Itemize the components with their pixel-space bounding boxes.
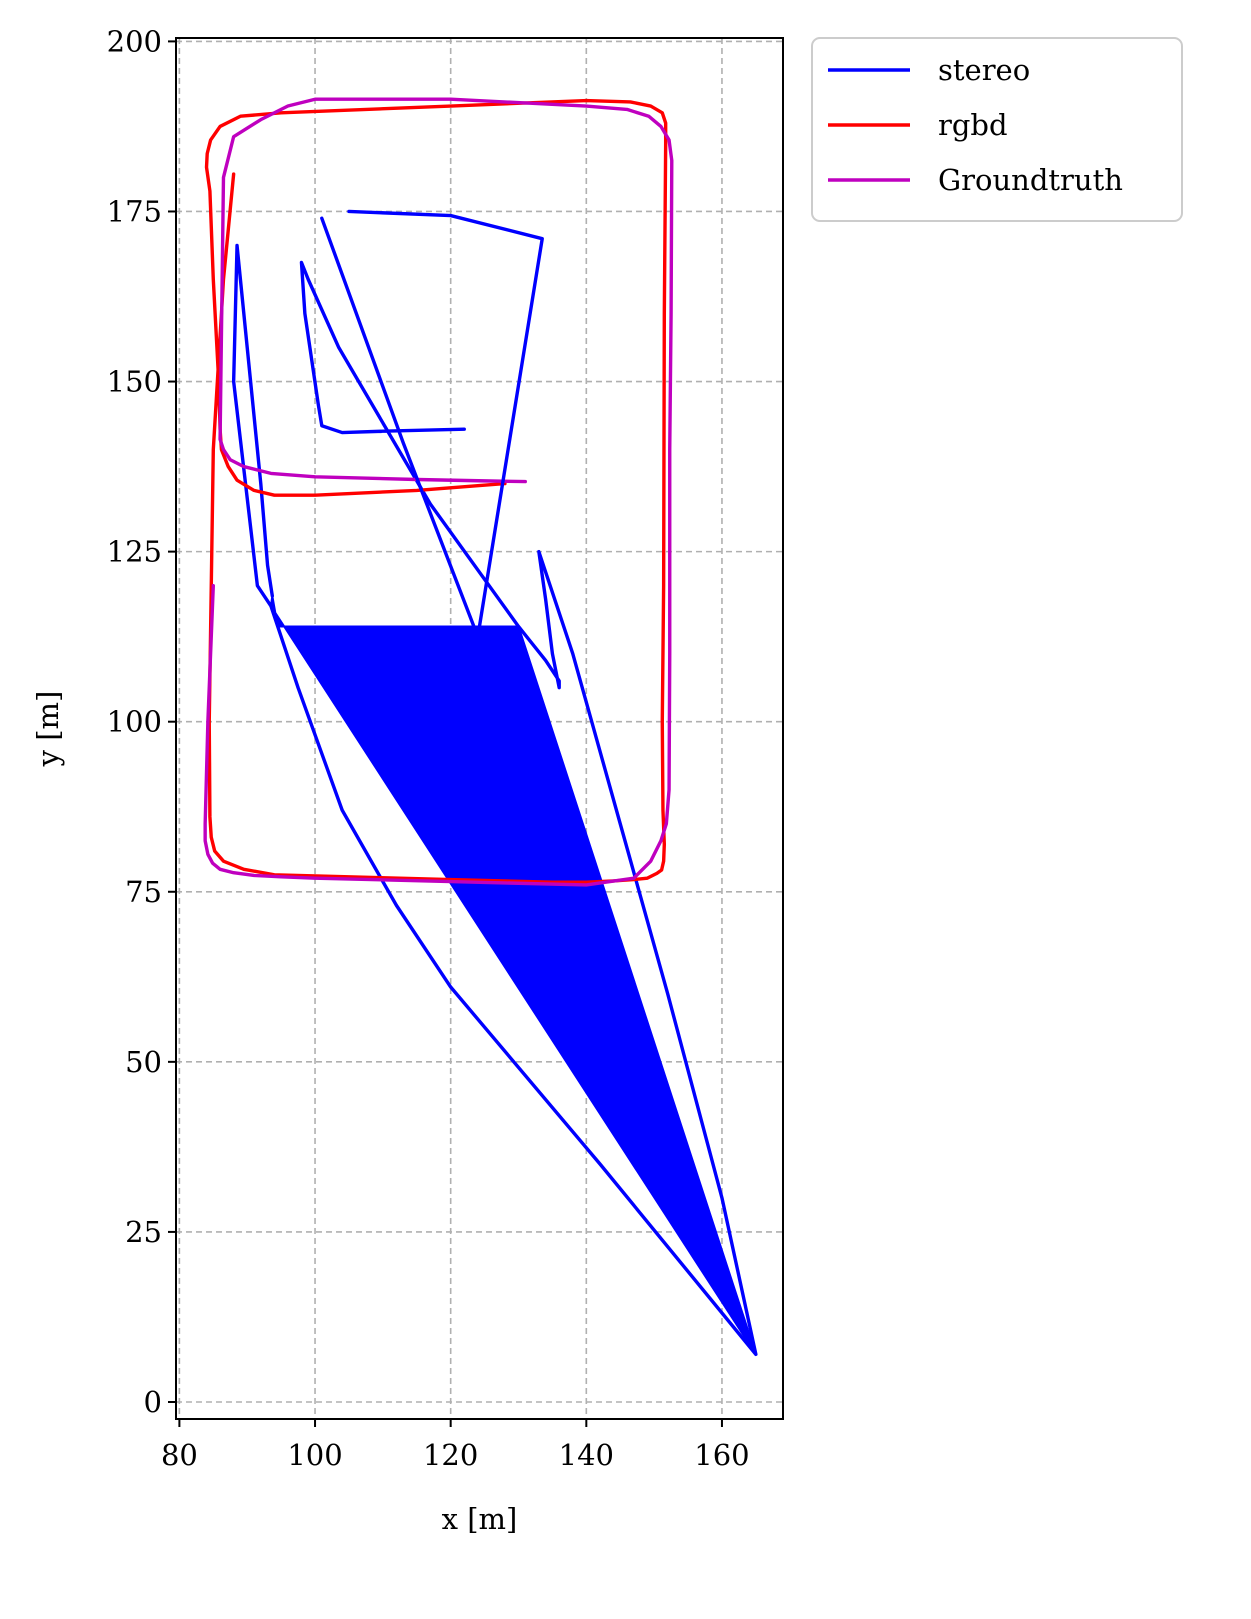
legend-label: stereo [938,53,1030,87]
plot-series [203,97,758,1357]
series-line-2 [203,97,674,887]
y-tick-label: 100 [107,705,162,739]
x-tick-label: 140 [559,1438,614,1472]
series-line-3 [320,209,544,639]
legend-box [811,37,1183,222]
axis-ticks: 80 100 120 140 160 0 25 50 75 100 125 150 175 200 [107,24,750,1472]
y-tick-label: 150 [107,365,162,399]
y-tick-label: 200 [107,24,162,58]
y-tick-label: 175 [107,194,162,228]
series-line-0 [231,243,758,1357]
legend-label: rgbd [938,108,1008,142]
stereo-fan-fill [269,595,757,1355]
y-tick-label: 25 [125,1215,162,1249]
y-tick-label: 75 [125,875,162,909]
x-axis-label: x [m] [442,1502,518,1536]
legend-label: Groundtruth [938,163,1123,197]
stereo-fan-polygon [269,595,757,1355]
x-tick-label: 80 [161,1438,198,1472]
plot-frame [175,37,784,1420]
x-tick-label: 160 [694,1438,749,1472]
y-tick-label: 0 [144,1385,162,1419]
x-tick-label: 120 [423,1438,478,1472]
grid-lines [176,38,783,1419]
y-tick-label: 125 [107,535,162,569]
x-tick-label: 100 [287,1438,342,1472]
legend: stereo rgbd Groundtruth [811,37,1183,222]
y-tick-label: 50 [125,1045,162,1079]
y-axis-label: y [m] [31,691,65,768]
